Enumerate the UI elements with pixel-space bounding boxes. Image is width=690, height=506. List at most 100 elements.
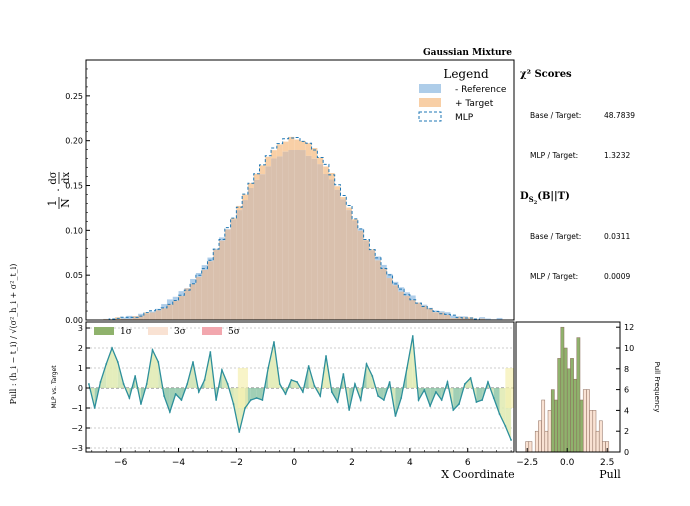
- pull-y-ticks: −3 −2 −1 0 1 2 3: [71, 324, 90, 453]
- chi2-row-1-label: MLP / Target:: [530, 151, 578, 160]
- hist-bar-overlap: [294, 149, 300, 320]
- pull-xtick-label: −6: [114, 458, 128, 468]
- main-panel: 0.00 0.05 0.10 0.15 0.20 0.25 Gaussian Mixtur…: [46, 48, 515, 325]
- freq-bar: [579, 399, 584, 453]
- hist-bar-top: [207, 257, 214, 262]
- freq-bar: [550, 389, 555, 453]
- hist-bar-overlap: [149, 312, 156, 320]
- freq-bar: [586, 389, 590, 453]
- hist-bar-top: [253, 173, 260, 180]
- pull-frequency-bars: [525, 326, 610, 453]
- hist-bar-overlap: [126, 318, 133, 320]
- hist-bar-overlap: [450, 318, 457, 320]
- hist-bar-overlap: [242, 200, 248, 320]
- hist-bar-overlap: [363, 240, 370, 320]
- chi2-row-1-value: 1.3232: [604, 151, 630, 160]
- hist-bar-overlap: [166, 304, 173, 320]
- hist-bar-top: [450, 315, 457, 319]
- freq-bar: [534, 430, 539, 453]
- freq-ytick-label: 12: [624, 323, 634, 332]
- hist-bar-overlap: [195, 276, 202, 320]
- pull-highlight-region: [505, 368, 514, 408]
- pull-fill-segment: [464, 378, 471, 388]
- freq-xlabel: Pull: [599, 468, 621, 481]
- hist-bar-top: [219, 237, 225, 241]
- pull-ytick-label: 3: [78, 324, 83, 333]
- pull-xtick-label: 2: [349, 458, 355, 468]
- chi2-row-0-label: Base / Target:: [530, 111, 581, 120]
- hist-bar-overlap: [271, 158, 277, 320]
- hist-bar-top: [247, 183, 254, 188]
- main-y-ticks: 0.00 0.05 0.10 0.15 0.20 0.25: [65, 68, 90, 325]
- pull-fill-segment: [407, 336, 413, 388]
- hist-bar-overlap: [375, 260, 381, 320]
- hist-bar-top: [126, 315, 133, 319]
- hist-bar-overlap: [392, 285, 399, 320]
- hist-bar-overlap: [184, 288, 191, 320]
- pull-xtick-label: −2: [230, 458, 243, 468]
- hist-bar-overlap: [288, 150, 295, 320]
- legend-label-mlp: MLP: [455, 113, 474, 123]
- mlp-dashed-step: [103, 136, 503, 321]
- freq-bar: [595, 430, 600, 453]
- hist-bar-overlap: [369, 250, 376, 320]
- hist-bar-overlap: [178, 295, 185, 320]
- hist-bar-top: [409, 295, 416, 300]
- hist-bar-top: [178, 291, 185, 296]
- hist-bar-overlap: [282, 151, 289, 320]
- hist-bar-top: [282, 141, 289, 152]
- hist-bar-top: [433, 310, 439, 313]
- freq-bar: [528, 441, 533, 453]
- freq-bar: [563, 347, 568, 453]
- freq-x-ticks: −2.5 0.0 2.5: [516, 448, 614, 468]
- freq-xtick-label: 2.5: [600, 458, 614, 468]
- hist-bar-overlap: [201, 269, 208, 320]
- kl-title-rest: (B||T): [537, 191, 570, 202]
- hist-bar-top: [421, 304, 428, 306]
- main-ytick-label: 0.25: [65, 92, 83, 101]
- hist-bar-top: [386, 273, 393, 279]
- hist-bar-top: [438, 311, 445, 313]
- pull-fill-segment: [233, 388, 240, 432]
- main-histogram-bars: [103, 136, 503, 320]
- pull-highlight-region: [237, 368, 248, 408]
- hist-bar-top: [328, 173, 335, 180]
- side-panel: χ² Scores Base / Target: 48.7839 MLP / T…: [520, 69, 635, 281]
- pull-fill-segment: [106, 348, 113, 388]
- hist-bar-top: [305, 143, 312, 156]
- main-ytick-label: 0.10: [65, 226, 83, 235]
- hist-bar-top: [213, 248, 220, 250]
- hist-bar-overlap: [346, 210, 353, 320]
- hist-bar-top: [340, 197, 347, 200]
- freq-ytick-label: 10: [624, 344, 634, 353]
- pull-xtick-label: −4: [172, 458, 186, 468]
- hist-bar-top: [271, 150, 277, 159]
- hist-bar-overlap: [155, 310, 162, 320]
- hist-bar-overlap: [444, 314, 451, 320]
- pull-fill-segment: [268, 342, 274, 388]
- freq-y-ticks: 0 2 4 6 8 10 12: [616, 323, 634, 457]
- hist-bar-top: [427, 307, 434, 309]
- chart-title: Gaussian Mixture: [423, 48, 512, 58]
- freq-ytick-label: 4: [624, 406, 629, 415]
- pull-ytick-label: −1: [71, 404, 83, 413]
- hist-bar-top: [276, 144, 283, 157]
- hist-bar-overlap: [467, 318, 474, 320]
- hist-bar-overlap: [352, 220, 358, 320]
- kl-title-sub: S: [529, 195, 534, 204]
- kl-row-0-label: Base / Target:: [530, 232, 581, 241]
- ylabel-one-over-n: 1: [46, 200, 59, 207]
- main-ytick-label: 0.00: [65, 316, 83, 325]
- hist-bar-overlap: [230, 219, 237, 320]
- hist-bar-overlap: [265, 166, 272, 320]
- hist-bar-overlap: [433, 312, 439, 320]
- hist-bar-overlap: [323, 173, 329, 320]
- hist-bar-overlap: [427, 308, 434, 320]
- freq-bar: [560, 326, 565, 453]
- hist-bar-overlap: [311, 158, 318, 320]
- pull-xtick-label: 4: [407, 458, 413, 468]
- hist-bar-top: [496, 317, 503, 320]
- pull-xtick-label: 6: [465, 458, 471, 468]
- hist-bar-overlap: [247, 187, 254, 320]
- freq-bar: [589, 410, 594, 453]
